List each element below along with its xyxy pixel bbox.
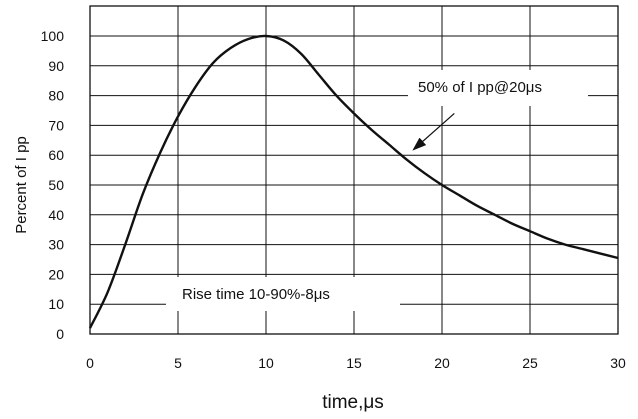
curve-group <box>88 34 619 329</box>
y-tick-label: 20 <box>48 266 64 282</box>
y-tick-label: 40 <box>48 207 64 223</box>
y-tick-label: 50 <box>48 177 64 193</box>
y-tick-label: 10 <box>48 296 64 312</box>
x-tick-label: 10 <box>258 355 274 371</box>
x-tick-label: 0 <box>86 355 94 371</box>
annotation-rise-time-background <box>166 277 400 311</box>
x-tick-label: 25 <box>522 355 538 371</box>
tick-labels: 0 10 20 30 40 50 60 70 80 90 100 0 5 10 15 20 25 30 <box>41 28 626 371</box>
y-tick-label: 0 <box>56 326 64 342</box>
y-tick-label: 30 <box>48 237 64 253</box>
y-tick-label: 60 <box>48 147 64 163</box>
series-line <box>88 34 619 329</box>
y-tick-label: 80 <box>48 88 64 104</box>
y-tick-label: 90 <box>48 58 64 74</box>
x-tick-label: 15 <box>346 355 362 371</box>
grid <box>89 5 619 335</box>
annotation-rise-time: Rise time 10-90%-8μs <box>182 286 330 303</box>
y-axis-title: Percent of I pp <box>13 136 30 234</box>
annotation-box-background <box>408 70 588 106</box>
x-tick-label: 20 <box>434 355 450 371</box>
x-tick-label: 30 <box>610 355 626 371</box>
x-axis-title: time,μs <box>322 392 384 413</box>
annotation-group: 50% of I pp@20μs Rise time 10-90%-8μs <box>166 70 588 311</box>
y-tick-label: 100 <box>41 28 65 44</box>
annotation-50-percent: 50% of I pp@20μs <box>418 79 542 96</box>
y-tick-label: 70 <box>48 117 64 133</box>
annotation-arrow <box>412 113 455 151</box>
x-tick-label: 5 <box>174 355 182 371</box>
